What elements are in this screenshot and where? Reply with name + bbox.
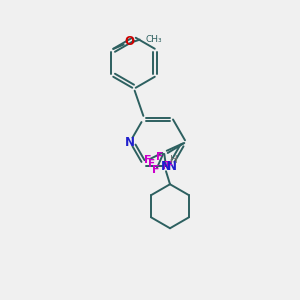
Text: F: F — [152, 165, 160, 175]
Text: N: N — [167, 160, 177, 173]
Text: O: O — [124, 35, 134, 48]
Text: F: F — [148, 159, 156, 169]
Text: N: N — [161, 160, 171, 173]
Text: F: F — [167, 161, 174, 171]
Text: F: F — [162, 161, 170, 171]
Text: CH₃: CH₃ — [146, 35, 162, 44]
Text: F: F — [156, 152, 164, 162]
Text: F: F — [144, 155, 152, 165]
Text: N: N — [125, 136, 135, 148]
Text: H: H — [170, 155, 178, 165]
